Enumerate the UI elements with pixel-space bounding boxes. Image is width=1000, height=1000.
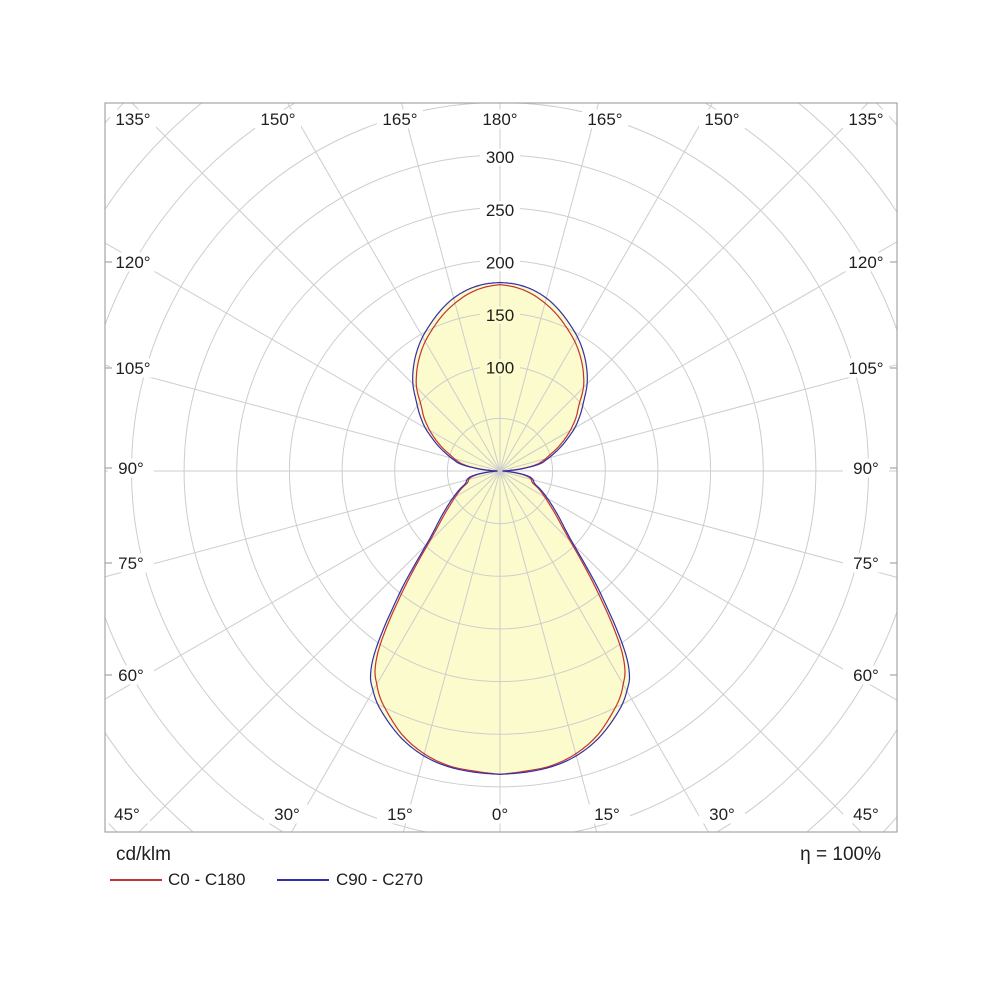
intensity-curve-c0-c180 (374, 284, 626, 775)
angle-label: 30° (709, 805, 735, 824)
radial-tick-label: 100 (486, 359, 514, 378)
angle-label: 150° (260, 110, 295, 129)
light-output-ratio-label: η = 100% (800, 844, 881, 865)
angle-label: 150° (704, 110, 739, 129)
angle-label: 30° (274, 805, 300, 824)
angle-label: 15° (594, 805, 620, 824)
angle-label: 120° (848, 253, 883, 272)
intensity-curve-c90-c270 (369, 281, 631, 775)
angle-label: 0° (492, 805, 508, 824)
angle-label: 90° (118, 459, 144, 478)
legend-label-c90-c270: C90 - C270 (336, 870, 423, 889)
angle-label: 105° (848, 359, 883, 378)
angle-label: 60° (118, 666, 144, 685)
legend-line-c0-c180 (110, 879, 162, 881)
units-label: cd/klm (116, 844, 171, 865)
legend-line-c90-c270 (277, 879, 329, 881)
angle-label: 45° (114, 805, 140, 824)
radial-tick-label: 250 (486, 201, 514, 220)
angle-label: 45° (853, 805, 879, 824)
radial-tick-label: 200 (486, 253, 514, 272)
angle-tick-marks (105, 261, 897, 676)
angle-label: 105° (115, 359, 150, 378)
radial-tick-label: 300 (486, 148, 514, 167)
angle-label: 120° (115, 253, 150, 272)
legend-label-c0-c180: C0 - C180 (168, 870, 246, 889)
radial-tick-label: 150 (486, 306, 514, 325)
angle-label: 135° (848, 110, 883, 129)
angle-label: 180° (482, 110, 517, 129)
angle-label: 135° (115, 110, 150, 129)
angle-label: 90° (853, 459, 879, 478)
angle-label: 15° (387, 805, 413, 824)
angle-label: 75° (853, 554, 879, 573)
angle-label: 165° (587, 110, 622, 129)
angle-label: 60° (853, 666, 879, 685)
angle-label: 165° (382, 110, 417, 129)
angle-label: 75° (118, 554, 144, 573)
